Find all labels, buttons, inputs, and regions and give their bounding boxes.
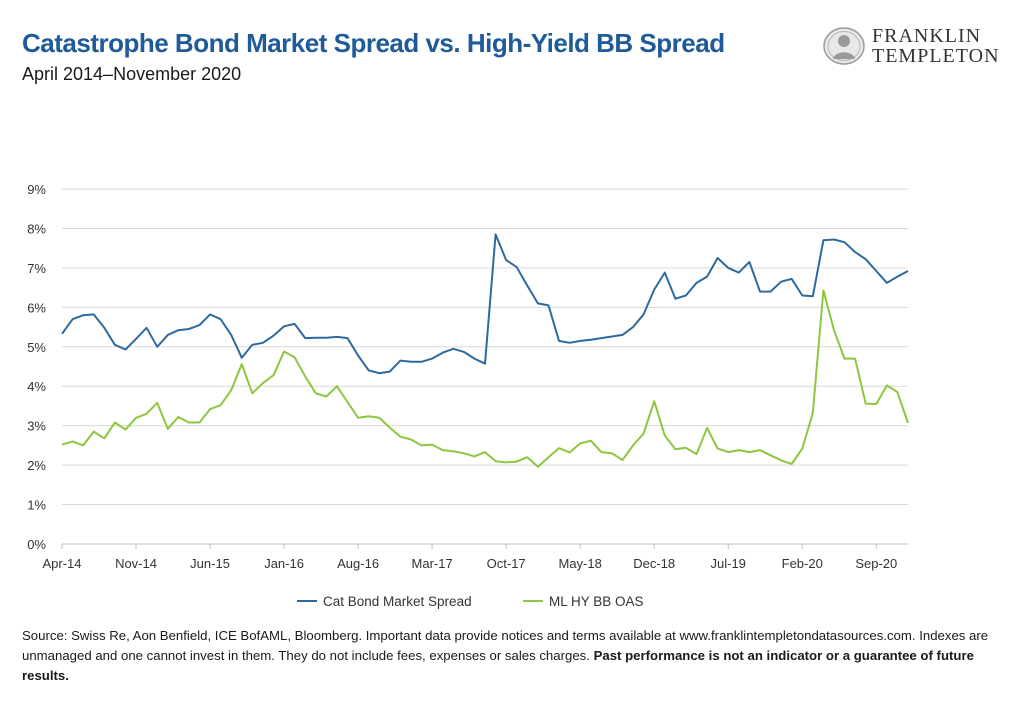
y-tick-label: 5% (27, 340, 46, 355)
hy-bb-oas-line (61, 289, 909, 468)
y-tick-label: 9% (27, 182, 46, 197)
y-tick-label: 4% (27, 379, 46, 394)
legend-label: Cat Bond Market Spread (323, 594, 472, 609)
x-tick-label: Jan-16 (264, 556, 304, 571)
x-tick-label: Sep-20 (855, 556, 897, 571)
y-tick-label: 0% (27, 537, 46, 552)
source-note: Source: Swiss Re, Aon Benfield, ICE BofA… (22, 626, 997, 686)
y-tick-label: 8% (27, 221, 46, 236)
chart-subtitle: April 2014–November 2020 (22, 64, 242, 84)
source-text: Source: Swiss Re, Aon Benfield, ICE BofA… (22, 628, 989, 663)
y-tick-label: 6% (27, 300, 46, 315)
disclaimer-text: Past performance is not an indicator or … (22, 648, 974, 683)
legend-item-cat-bond: Cat Bond Market Spread (297, 594, 472, 609)
y-tick-label: 1% (27, 498, 46, 513)
x-tick-label: Apr-14 (42, 556, 81, 571)
x-tick-label: Jul-19 (711, 556, 746, 571)
chart-title: Catastrophe Bond Market Spread vs. High-… (22, 28, 725, 58)
x-tick-label: May-18 (558, 556, 601, 571)
cat-bond-spread-line (61, 233, 909, 375)
legend-label: ML HY BB OAS (549, 594, 644, 609)
logo-wordmark: FRANKLIN TEMPLETON (872, 26, 1000, 66)
x-tick-label: Oct-17 (487, 556, 526, 571)
x-tick-label: Jun-15 (190, 556, 230, 571)
logo-line-2: TEMPLETON (872, 45, 1000, 67)
x-tick-label: Aug-16 (337, 556, 379, 571)
y-tick-label: 2% (27, 458, 46, 473)
x-tick-label: Dec-18 (633, 556, 675, 571)
x-tick-label: Feb-20 (782, 556, 823, 571)
logo-line-1: FRANKLIN (872, 25, 982, 47)
x-tick-label: Mar-17 (412, 556, 453, 571)
y-tick-label: 3% (27, 419, 46, 434)
y-tick-label: 7% (27, 261, 46, 276)
legend-item-hy-bb: ML HY BB OAS (523, 594, 644, 609)
x-tick-label: Nov-14 (115, 556, 157, 571)
franklin-templeton-logo: FRANKLIN TEMPLETON (822, 26, 1002, 68)
portrait-seal-icon (823, 27, 865, 65)
